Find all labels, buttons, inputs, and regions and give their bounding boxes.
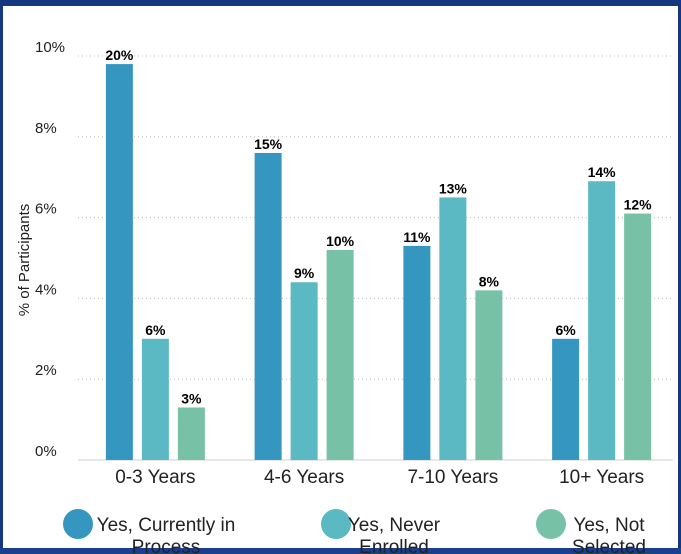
data-label: 20%: [105, 47, 134, 63]
legend-label: Yes, Never Enrolled: [348, 515, 441, 554]
data-label: 14%: [588, 164, 617, 180]
x-tick-label: 4-6 Years: [264, 467, 344, 488]
bar: [624, 213, 652, 460]
data-label: 3%: [181, 390, 202, 406]
data-label: 6%: [556, 322, 577, 338]
bar-chart: 0% 2% 4% 6% 8% 10% % of Participants 20% 6% 3% 0-3…: [16, 39, 673, 554]
y-tick-label: 4%: [35, 281, 57, 298]
data-label: 15%: [254, 136, 283, 152]
bar: [254, 152, 282, 460]
legend-swatch: [536, 509, 566, 539]
data-label: 10%: [326, 233, 355, 249]
data-label: 13%: [439, 180, 468, 196]
y-tick-label: 8%: [35, 120, 57, 137]
bar: [290, 282, 318, 460]
bar: [326, 249, 354, 460]
legend-swatch: [321, 509, 351, 539]
bar: [105, 64, 133, 460]
y-tick-label: 6%: [35, 201, 57, 218]
y-tick-label: 0%: [35, 443, 57, 460]
y-axis-title: % of Participants: [16, 204, 33, 317]
data-label: 12%: [624, 197, 653, 213]
data-label: 8%: [479, 273, 500, 289]
data-label: 6%: [145, 322, 166, 338]
bar: [439, 197, 467, 460]
bar: [177, 407, 205, 460]
bar: [141, 338, 169, 460]
x-tick-label: 0-3 Years: [115, 467, 195, 488]
legend-label: Yes, Not Selected: [572, 515, 646, 554]
legend-label: Yes, Currently in Process: [97, 515, 236, 554]
bar: [552, 338, 580, 460]
data-label: 9%: [294, 265, 315, 281]
bar: [403, 245, 431, 460]
bar: [588, 181, 616, 461]
legend-swatch: [63, 509, 93, 539]
data-label: 11%: [403, 229, 431, 245]
bar: [475, 290, 503, 460]
y-tick-label: 2%: [35, 362, 57, 379]
x-tick-label: 10+ Years: [559, 467, 644, 488]
x-tick-label: 7-10 Years: [407, 467, 498, 488]
y-tick-label: 10%: [35, 39, 65, 56]
